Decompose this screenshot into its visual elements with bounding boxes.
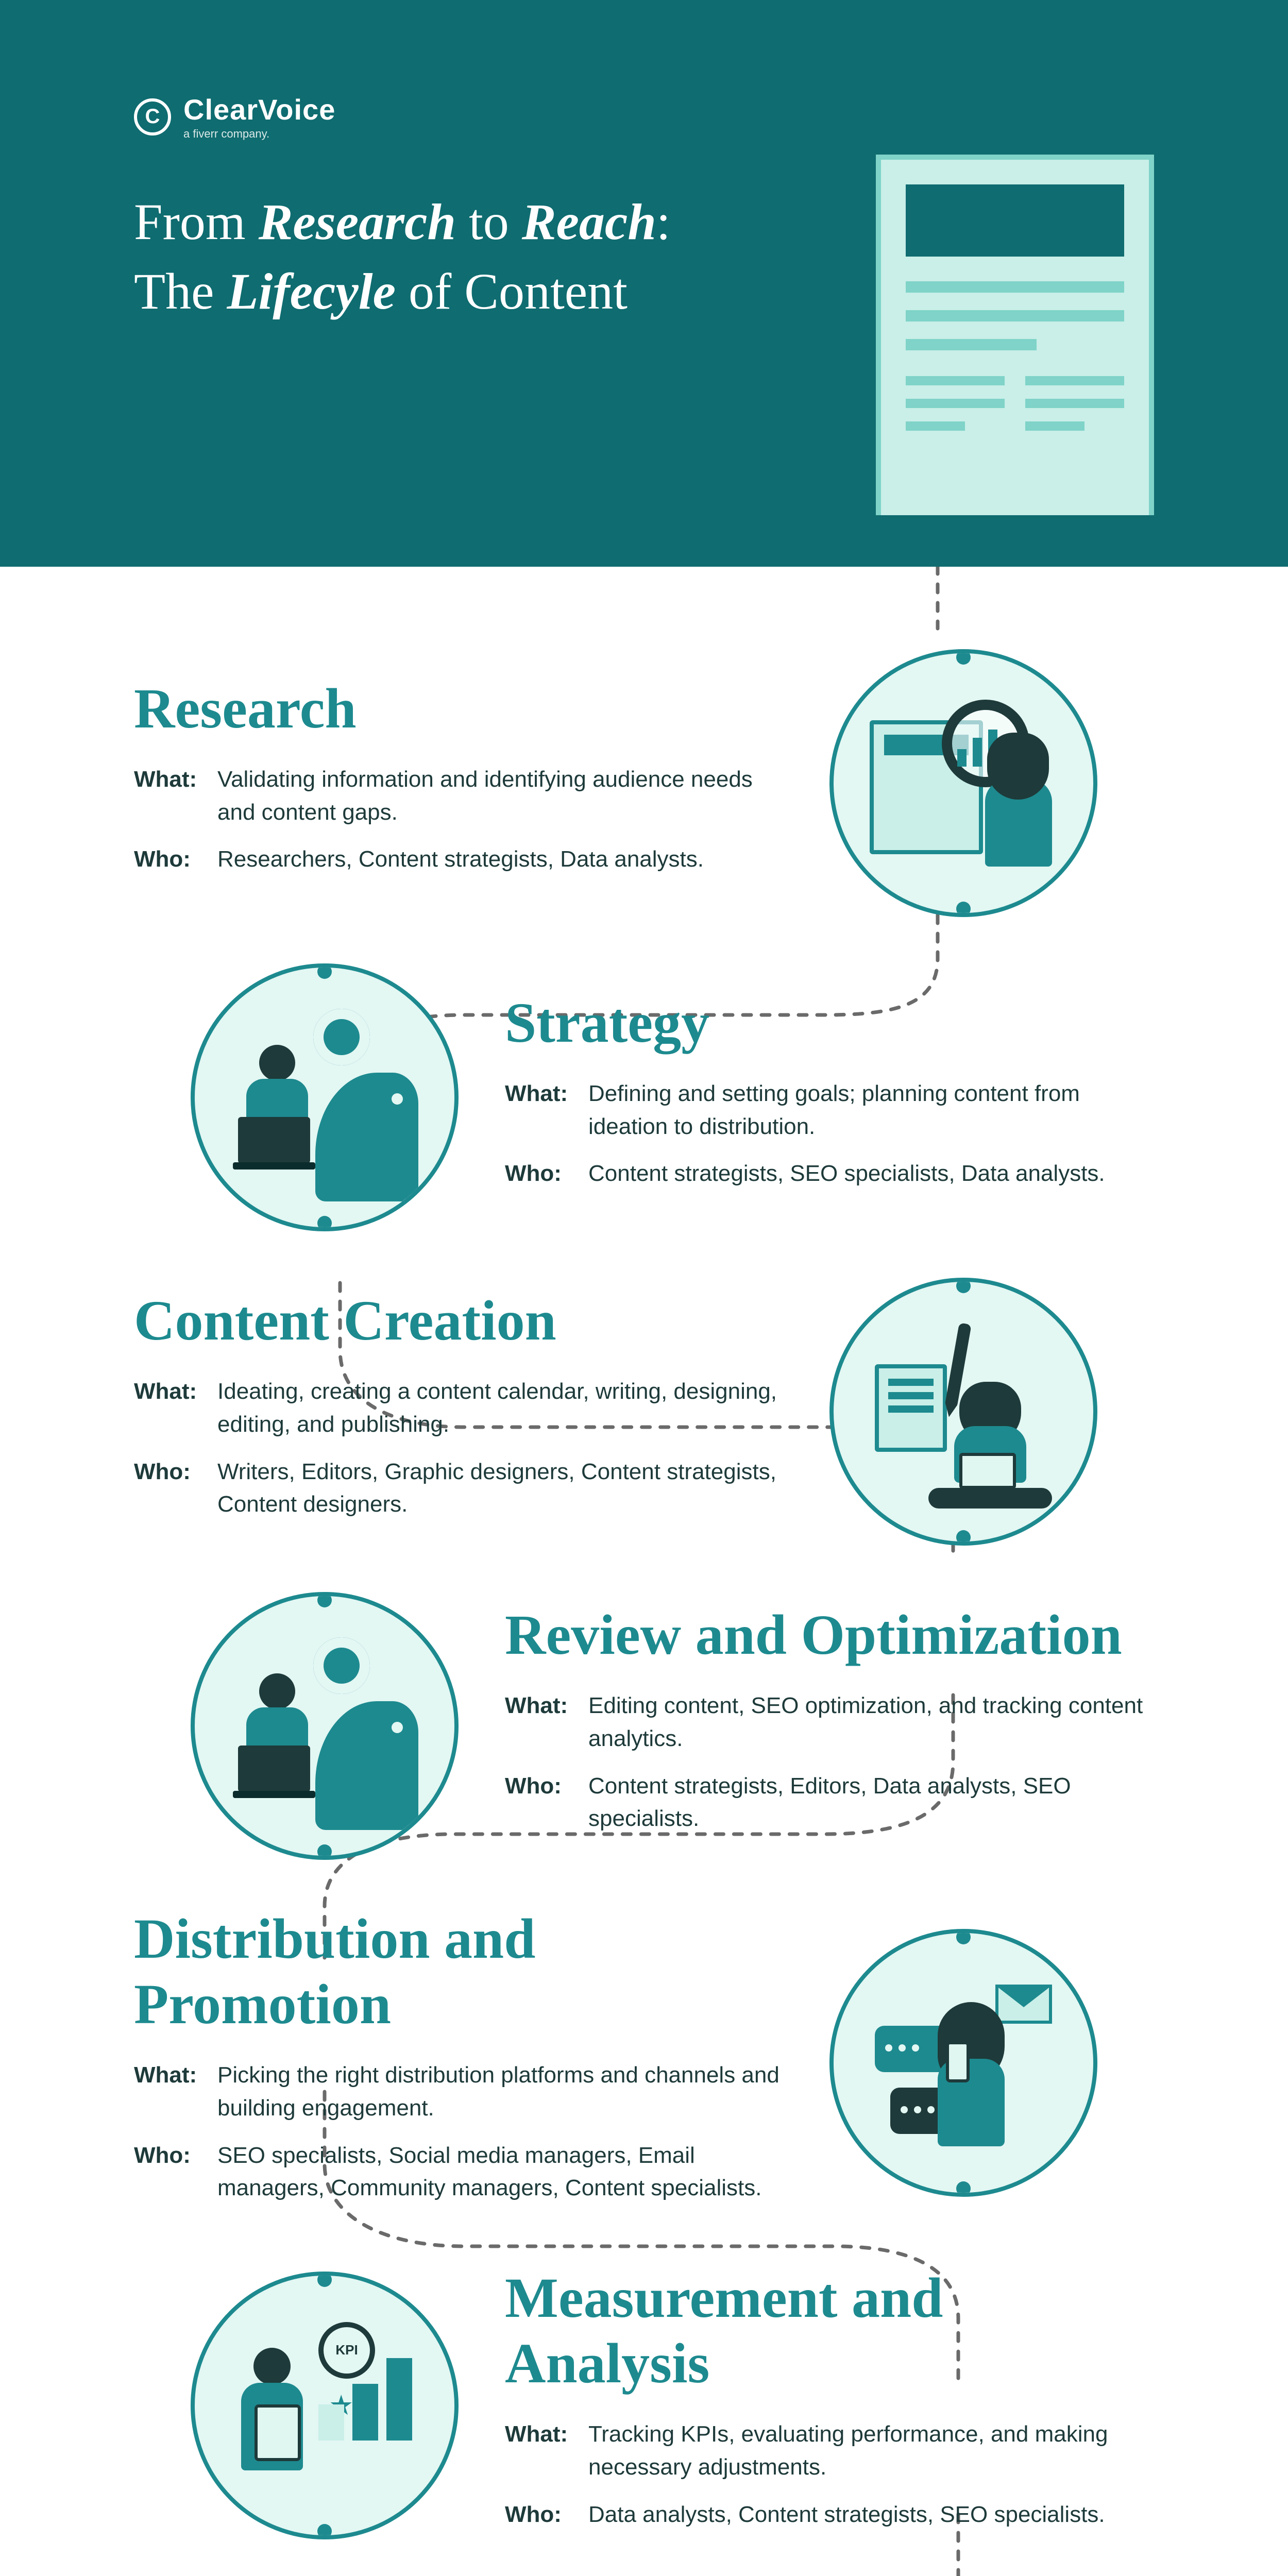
- stage-title: Distribution and Promotion: [134, 1906, 783, 2037]
- stage-strategy: Strategy What: Defining and setting goal…: [0, 933, 1288, 1247]
- stage-who-row: Who: Data analysts, Content strategists,…: [505, 2498, 1154, 2531]
- node-dot-icon: [317, 1593, 332, 1607]
- hero-em: Research: [259, 193, 456, 250]
- stage-what-row: What: Defining and setting goals; planni…: [505, 1077, 1154, 1143]
- stage-what-row: What: Validating information and identif…: [134, 763, 783, 829]
- stage-what-row: What: Ideating, creating a content calen…: [134, 1375, 783, 1441]
- what-label: What:: [505, 2418, 577, 2484]
- hero-header: C ClearVoice a fiverr company. From Rese…: [0, 0, 1288, 567]
- who-label: Who:: [134, 2139, 206, 2205]
- stage-text: Review and Optimization What: Editing co…: [505, 1602, 1154, 1850]
- stage-node-icon: ★: [191, 2272, 459, 2539]
- stage-who-row: Who: Content strategists, Editors, Data …: [505, 1770, 1154, 1836]
- stage-content-creation: Content Creation What: Ideating, creatin…: [0, 1247, 1288, 1561]
- stage-title: Content Creation: [134, 1288, 783, 1353]
- hero-title: From Research to Reach: The Lifecyle of …: [134, 187, 855, 326]
- who-value: Researchers, Content strategists, Data a…: [217, 843, 783, 876]
- hero-text: :: [656, 193, 671, 250]
- what-value: Defining and setting goals; planning con…: [588, 1077, 1154, 1143]
- stage-illustration-icon: [854, 1954, 1073, 2172]
- stage-title: Research: [134, 676, 783, 741]
- hero-text: From: [134, 193, 259, 250]
- lifecycle-stages: Research What: Validating information an…: [0, 567, 1288, 2576]
- stage-who-row: Who: Writers, Editors, Graphic designers…: [134, 1455, 783, 1521]
- what-label: What:: [505, 1077, 577, 1143]
- node-dot-icon: [317, 964, 332, 979]
- what-value: Editing content, SEO optimization, and t…: [588, 1689, 1154, 1755]
- brand-name: ClearVoice: [183, 93, 335, 126]
- what-value: Ideating, creating a content calendar, w…: [217, 1375, 783, 1441]
- who-label: Who:: [505, 1157, 577, 1190]
- stage-who-row: Who: Researchers, Content strategists, D…: [134, 843, 783, 876]
- what-label: What:: [505, 1689, 577, 1755]
- stage-illustration-icon: [854, 674, 1073, 892]
- node-dot-icon: [956, 902, 971, 916]
- brand-mark-icon: C: [134, 98, 171, 135]
- who-value: Content strategists, Editors, Data analy…: [588, 1770, 1154, 1836]
- stage-illustration-icon: [854, 1302, 1073, 1521]
- stage-measurement-analysis: Measurement and Analysis What: Tracking …: [0, 2234, 1288, 2561]
- who-label: Who:: [505, 1770, 577, 1836]
- node-dot-icon: [317, 1216, 332, 1230]
- hero-text: of Content: [396, 263, 628, 320]
- brand-text: ClearVoice a fiverr company.: [183, 93, 335, 141]
- stage-node-icon: [191, 1592, 459, 1860]
- what-label: What:: [134, 2059, 206, 2125]
- stage-who-row: Who: SEO specialists, Social media manag…: [134, 2139, 783, 2205]
- hero-text: The: [134, 263, 227, 320]
- who-label: Who:: [134, 1455, 206, 1521]
- what-value: Tracking KPIs, evaluating performance, a…: [588, 2418, 1154, 2484]
- stage-node-icon: [829, 1278, 1097, 1546]
- stage-text: Distribution and Promotion What: Picking…: [134, 1906, 783, 2219]
- node-dot-icon: [956, 650, 971, 665]
- stage-what-row: What: Editing content, SEO optimization,…: [505, 1689, 1154, 1755]
- stage-text: Content Creation What: Ideating, creatin…: [134, 1288, 783, 1535]
- stage-research: Research What: Validating information an…: [0, 618, 1288, 933]
- who-label: Who:: [505, 2498, 577, 2531]
- node-dot-icon: [956, 2181, 971, 2196]
- node-dot-icon: [956, 1930, 971, 1944]
- stage-illustration-icon: [215, 1617, 434, 1835]
- stage-text: Measurement and Analysis What: Tracking …: [505, 2265, 1154, 2545]
- node-dot-icon: [317, 1844, 332, 1859]
- stage-review-optimization: Review and Optimization What: Editing co…: [0, 1561, 1288, 1875]
- what-label: What:: [134, 1375, 206, 1441]
- brand-tagline: a fiverr company.: [183, 127, 335, 141]
- hero-document-icon: [876, 155, 1154, 515]
- node-dot-icon: [956, 1279, 971, 1293]
- stage-node-icon: [191, 963, 459, 1231]
- stage-who-row: Who: Content strategists, SEO specialist…: [505, 1157, 1154, 1190]
- stage-illustration-icon: ★: [215, 2296, 434, 2515]
- who-value: Writers, Editors, Graphic designers, Con…: [217, 1455, 783, 1521]
- who-value: Content strategists, SEO specialists, Da…: [588, 1157, 1154, 1190]
- node-dot-icon: [317, 2273, 332, 2287]
- brand-lockup: C ClearVoice a fiverr company.: [134, 93, 1154, 141]
- hero-em: Lifecyle: [227, 263, 396, 320]
- what-value: Picking the right distribution platforms…: [217, 2059, 783, 2125]
- hero-text: to: [456, 193, 522, 250]
- stage-what-row: What: Tracking KPIs, evaluating performa…: [505, 2418, 1154, 2484]
- node-dot-icon: [317, 2524, 332, 2538]
- stage-title: Review and Optimization: [505, 1602, 1154, 1668]
- hero-em: Reach: [522, 193, 656, 250]
- what-label: What:: [134, 763, 206, 829]
- node-dot-icon: [956, 1530, 971, 1545]
- stage-what-row: What: Picking the right distribution pla…: [134, 2059, 783, 2125]
- who-value: Data analysts, Content strategists, SEO …: [588, 2498, 1154, 2531]
- stage-node-icon: [829, 649, 1097, 917]
- stage-node-icon: [829, 1929, 1097, 2197]
- stage-distribution-promotion: Distribution and Promotion What: Picking…: [0, 1875, 1288, 2234]
- stage-illustration-icon: [215, 988, 434, 1207]
- who-label: Who:: [134, 843, 206, 876]
- stage-title: Strategy: [505, 990, 1154, 1056]
- stage-text: Strategy What: Defining and setting goal…: [505, 990, 1154, 1205]
- who-value: SEO specialists, Social media managers, …: [217, 2139, 783, 2205]
- stage-title: Measurement and Analysis: [505, 2265, 1154, 2396]
- stage-text: Research What: Validating information an…: [134, 676, 783, 890]
- what-value: Validating information and identifying a…: [217, 763, 783, 829]
